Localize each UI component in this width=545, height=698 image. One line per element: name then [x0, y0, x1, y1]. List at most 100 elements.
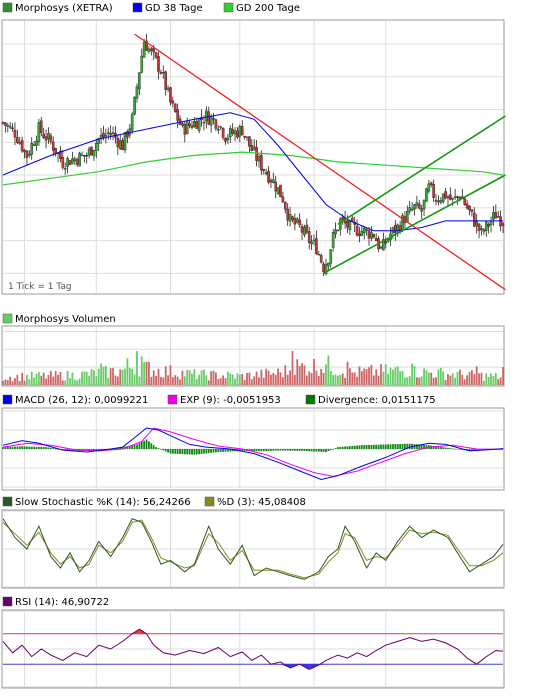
volume-bar: [9, 376, 12, 385]
candle-body: [166, 87, 170, 90]
candle-body: [475, 221, 478, 227]
volume-bar: [286, 374, 289, 385]
volume-bar: [90, 368, 93, 385]
volume-bar: [69, 378, 71, 385]
divergence-bar: [49, 447, 52, 449]
volume-bar: [377, 375, 380, 385]
divergence-bar: [313, 449, 315, 452]
divergence-bar: [69, 449, 71, 451]
candle-body: [446, 196, 450, 199]
divergence-bar: [305, 449, 308, 452]
divergence-bar: [282, 449, 284, 451]
divergence-bar: [291, 449, 294, 451]
volume-bar: [255, 371, 258, 385]
candle-body: [195, 121, 199, 129]
volume-bar: [432, 377, 435, 385]
volume-bar: [30, 371, 33, 385]
candle-body: [298, 219, 301, 226]
candle-body: [92, 149, 96, 157]
volume-bar: [207, 380, 210, 385]
divergence-bar: [456, 449, 459, 450]
volume-bar: [420, 376, 423, 385]
volume-bar: [248, 372, 251, 385]
candle-body: [209, 116, 213, 126]
volume-bar: [54, 371, 57, 385]
candle-body: [16, 137, 19, 143]
candle-body: [269, 179, 273, 183]
divergence-bar: [370, 444, 373, 449]
volume-bar: [198, 374, 201, 385]
volume-bar: [212, 370, 215, 385]
legend-swatch-rsi: [2, 596, 13, 607]
volume-bar: [145, 361, 148, 385]
candle-body: [226, 137, 230, 141]
volume-bar: [492, 375, 495, 385]
legend-macd: MACD (26, 12): 0,0099221: [15, 395, 148, 406]
volume-bar: [389, 367, 392, 385]
volume-bar: [2, 380, 4, 385]
candle-body: [439, 200, 443, 203]
divergence-bar: [360, 445, 363, 449]
candle-body: [350, 217, 354, 222]
volume-bar: [152, 370, 155, 385]
legend-exp: EXP (9): -0,0051953: [180, 395, 281, 406]
volume-bar: [162, 377, 165, 385]
legend-swatch-divergence: [305, 394, 316, 405]
divergence-bar: [4, 447, 7, 449]
volume-bar: [427, 372, 430, 385]
candle-body: [441, 193, 445, 203]
volume-bar: [303, 365, 306, 385]
candle-body: [28, 153, 31, 156]
stochastic-legend: Slow Stochastic %K (14): 56,24266 %D (3)…: [2, 496, 306, 508]
divergence-bar: [100, 449, 102, 450]
divergence-bar: [181, 449, 184, 455]
volume-bar: [107, 377, 110, 385]
volume-bar: [313, 358, 315, 385]
volume-bar: [104, 365, 107, 385]
legend-swatch-macd: [2, 394, 13, 405]
candle-body: [453, 196, 457, 198]
divergence-bar: [262, 449, 265, 452]
volume-bar: [284, 365, 287, 385]
divergence-bar: [425, 445, 428, 449]
candle-body: [496, 216, 500, 218]
candle-body: [188, 123, 191, 126]
candle-body: [305, 224, 309, 233]
rsi-legend: RSI (14): 46,90722: [2, 596, 109, 608]
divergence-bar: [198, 449, 201, 455]
divergence-bar: [260, 449, 263, 452]
volume-bar: [305, 375, 308, 385]
divergence-bar: [174, 449, 177, 454]
volume-bar: [360, 371, 363, 385]
legend-swatch-stoch-k: [2, 496, 13, 507]
legend-swatch-volume: [2, 313, 13, 324]
divergence-bar: [375, 444, 378, 449]
candle-body: [83, 155, 86, 157]
divergence-bar: [401, 443, 404, 449]
volume-bar: [325, 364, 327, 385]
volume-bar: [155, 375, 158, 385]
volume-bar: [250, 379, 253, 385]
candle-body: [465, 203, 469, 209]
divergence-bar: [310, 449, 313, 452]
candle-body: [102, 132, 105, 138]
candle-body: [358, 233, 361, 236]
divergence-bar: [356, 445, 358, 449]
stochastic-k-line: [2, 517, 504, 580]
candle-body: [161, 71, 165, 74]
volume-bar: [454, 377, 457, 385]
volume-legend: Morphosys Volumen: [2, 313, 116, 325]
volume-bar: [181, 370, 184, 385]
candle-body: [18, 142, 22, 144]
candle-body: [477, 223, 481, 231]
divergence-bar: [303, 449, 306, 452]
divergence-bar: [45, 447, 47, 449]
legend-swatch-stoch-d: [204, 496, 215, 507]
candle-body: [303, 227, 306, 236]
candle-body: [382, 239, 385, 251]
divergence-bar: [136, 444, 138, 449]
divergence-bar: [265, 449, 268, 452]
candle-body: [432, 183, 435, 198]
candle-body: [75, 159, 79, 165]
volume-bar: [353, 372, 356, 385]
